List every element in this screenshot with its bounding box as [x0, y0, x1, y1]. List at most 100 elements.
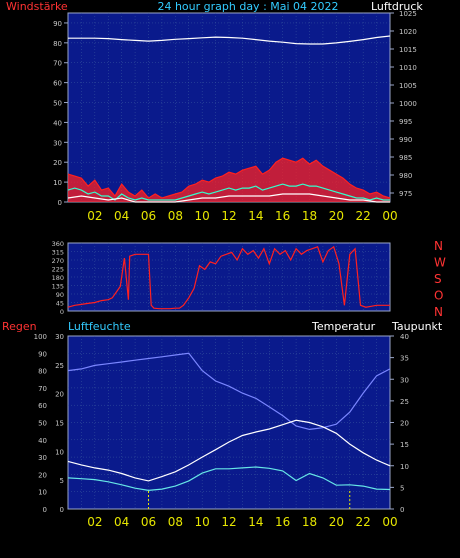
- rain-tick-label: 70: [38, 385, 47, 393]
- hour-label: 12: [221, 515, 236, 529]
- wind-pressure-panel: [67, 12, 391, 203]
- pressure-tick-label: 985: [399, 154, 412, 162]
- direction-tick-label: 0: [60, 308, 64, 316]
- rain-tick-label: 80: [38, 368, 47, 376]
- pressure-tick-label: 975: [399, 190, 412, 198]
- hour-label: 14: [248, 209, 263, 223]
- dewpoint-label: Taupunkt: [391, 320, 443, 333]
- compass-label: N: [434, 239, 443, 253]
- direction-line: [67, 245, 390, 310]
- temperature-tick-label: 15: [400, 441, 409, 449]
- temperature-tick-label: 10: [400, 463, 409, 471]
- gust-area: [68, 158, 390, 202]
- wind-tick-label: 10: [53, 179, 62, 187]
- wind-line: [67, 183, 390, 201]
- rain-tick-label: 60: [38, 402, 47, 410]
- wind-tick-label: 60: [53, 80, 62, 88]
- hour-label: 16: [275, 515, 290, 529]
- temperature-label: Temperatur: [311, 320, 376, 333]
- pressure-tick-label: 1025: [399, 10, 417, 18]
- pressure-tick-label: 1010: [399, 64, 417, 72]
- dewpoint-line: [67, 466, 391, 492]
- compass-label: N: [434, 305, 443, 319]
- humidity-line: [67, 352, 391, 431]
- temperature-tick-label: 40: [400, 333, 409, 341]
- pressure-tick-label: 995: [399, 118, 412, 126]
- pressure-tick-label: 1000: [399, 100, 417, 108]
- direction-tick-label: 360: [52, 240, 64, 248]
- rain-tick-label: 20: [38, 471, 47, 479]
- pressure-tick-label: 1005: [399, 82, 417, 90]
- wind-label: Windstärke: [6, 0, 68, 13]
- wind-tick-label: 80: [53, 40, 62, 48]
- hour-label: 22: [356, 515, 371, 529]
- rain-label: Regen: [2, 320, 37, 333]
- pressure-tick-label: 1015: [399, 46, 417, 54]
- wind-tick-label: 50: [53, 100, 62, 108]
- temperature-tick-label: 30: [400, 376, 409, 384]
- rain-tick-label: 10: [38, 489, 47, 497]
- hour-label: 06: [141, 209, 156, 223]
- graph-title: 24 hour graph day : Mai 04 2022: [157, 0, 338, 13]
- compass-label: O: [434, 289, 443, 303]
- direction-tick-label: 225: [52, 266, 64, 274]
- rain-tick-label: 50: [38, 420, 47, 428]
- pressure-tick-label: 980: [399, 172, 412, 180]
- pressure-tick-label: 990: [399, 136, 412, 144]
- direction-tick-label: 90: [56, 291, 64, 299]
- hour-label: 12: [221, 209, 236, 223]
- humidity-label: Luftfeuchte: [68, 320, 131, 333]
- temperature-tick-label: 5: [400, 484, 404, 492]
- humidity-tick-label: 25: [55, 362, 64, 370]
- humidity-tick-label: 15: [55, 420, 64, 428]
- rain-tick-label: 90: [38, 350, 47, 358]
- hour-label: 18: [302, 515, 317, 529]
- compass-label: S: [434, 272, 442, 286]
- hour-label: 08: [168, 209, 183, 223]
- hour-label: 18: [302, 209, 317, 223]
- temperature-tick-label: 35: [400, 355, 409, 363]
- hour-label: 04: [114, 209, 129, 223]
- wind-tick-label: 90: [53, 20, 62, 28]
- humidity-tick-label: 30: [55, 333, 64, 341]
- direction-tick-label: 180: [52, 274, 64, 282]
- direction-tick-label: 135: [52, 283, 64, 291]
- humidity-tick-label: 5: [60, 477, 64, 485]
- temperature-tick-label: 20: [400, 420, 409, 428]
- hour-label: 16: [275, 209, 290, 223]
- humidity-tick-label: 0: [60, 506, 64, 514]
- rain-tick-label: 100: [34, 333, 47, 341]
- hour-label: 10: [195, 209, 210, 223]
- direction-tick-label: 270: [52, 257, 64, 265]
- hour-label: 02: [87, 515, 102, 529]
- rain-tick-label: 30: [38, 454, 47, 462]
- gust-line: [67, 157, 391, 199]
- hour-label: 02: [87, 209, 102, 223]
- hour-label: 10: [195, 515, 210, 529]
- wind-tick-label: 70: [53, 60, 62, 68]
- hour-label: 04: [114, 515, 129, 529]
- hour-label: 20: [329, 515, 344, 529]
- hour-label: 00: [382, 209, 397, 223]
- rain-tick-label: 40: [38, 437, 47, 445]
- compass-label: W: [434, 256, 446, 270]
- temperature-tick-label: 25: [400, 398, 409, 406]
- wind-tick-label: 20: [53, 159, 62, 167]
- hour-label: 06: [141, 515, 156, 529]
- pressure-label: Luftdruck: [371, 0, 423, 13]
- direction-tick-label: 315: [52, 249, 64, 257]
- temperature-line: [67, 419, 391, 482]
- pressure-line: [68, 35, 391, 45]
- humidity-tick-label: 10: [55, 448, 64, 456]
- hour-label: 08: [168, 515, 183, 529]
- hour-label: 22: [356, 209, 371, 223]
- wind-tick-label: 0: [58, 199, 62, 207]
- pressure-tick-label: 1020: [399, 28, 417, 36]
- wind-tick-label: 30: [53, 139, 62, 147]
- hour-label: 14: [248, 515, 263, 529]
- hour-label: 20: [329, 209, 344, 223]
- rain-tick-label: 0: [43, 506, 47, 514]
- direction-tick-label: 45: [56, 300, 64, 308]
